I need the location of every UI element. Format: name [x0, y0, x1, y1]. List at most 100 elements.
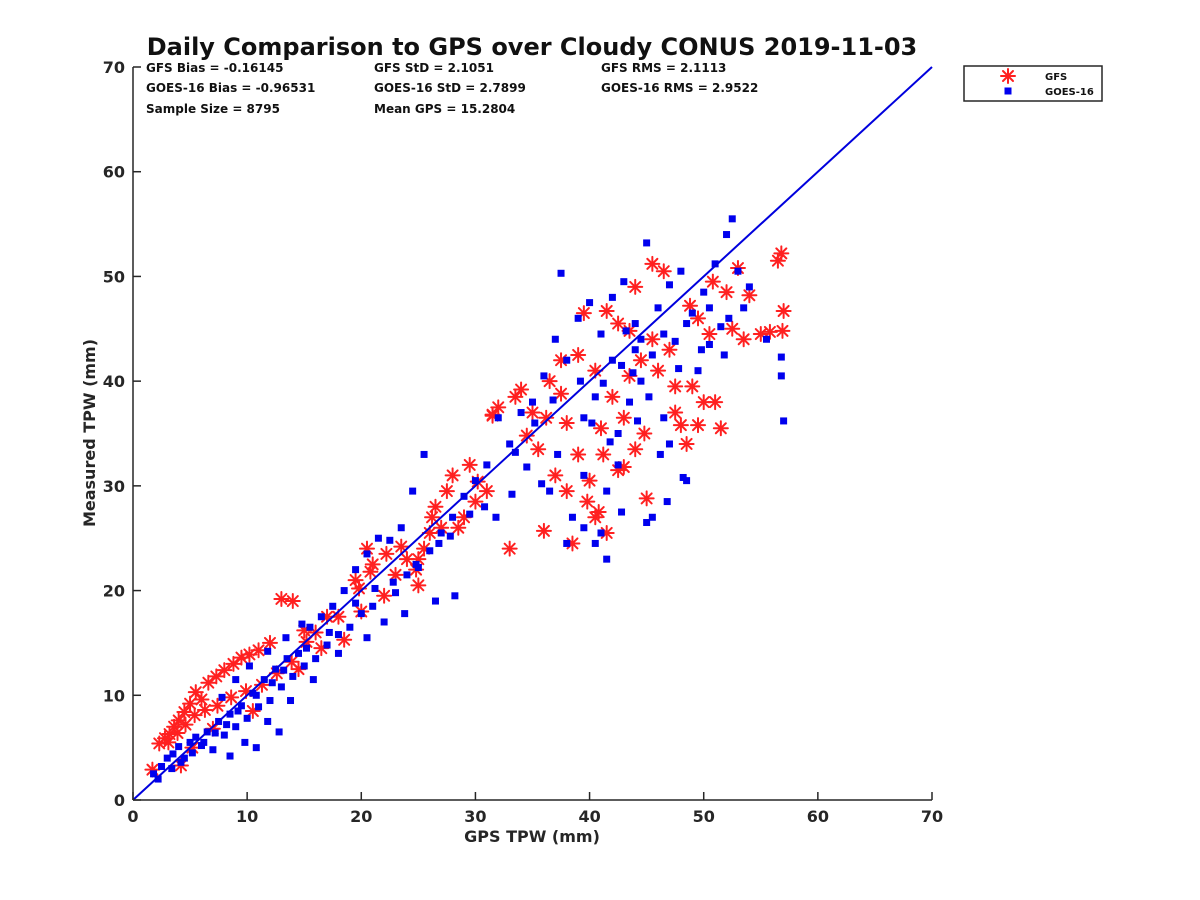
goes16-point — [352, 599, 360, 607]
gfs-point — [579, 493, 596, 510]
y-tick-label: 20 — [103, 582, 125, 601]
goes16-point — [614, 461, 622, 469]
goes16-point — [287, 697, 295, 705]
goes16-point — [392, 589, 400, 597]
goes16-point — [580, 414, 588, 422]
goes16-point — [591, 393, 599, 401]
goes16-point — [648, 513, 656, 521]
goes16-point — [546, 487, 554, 495]
y-axis-label: Measured TPW (mm) — [80, 339, 99, 527]
gfs-point — [636, 425, 653, 442]
goes16-point — [334, 649, 342, 657]
goes16-point — [389, 578, 397, 586]
goes16-point — [226, 752, 234, 760]
goes16-point — [599, 379, 607, 387]
goes16-point — [386, 536, 394, 544]
goes16-point — [494, 414, 502, 422]
goes16-point — [618, 361, 626, 369]
gfs-point — [684, 378, 701, 395]
gfs-point — [595, 446, 612, 463]
goes16-point — [675, 365, 683, 373]
gfs-point — [169, 724, 186, 741]
goes16-point — [588, 419, 596, 427]
goes16-point — [648, 351, 656, 359]
goes16-point — [363, 634, 371, 642]
goes16-point — [471, 477, 479, 485]
gfs-point — [378, 545, 395, 562]
legend-label: GOES-16 — [1045, 87, 1094, 98]
goes16-point — [700, 288, 708, 296]
goes16-point — [762, 335, 770, 343]
goes16-point — [683, 320, 691, 328]
goes16-point — [568, 513, 576, 521]
goes16-point — [252, 691, 260, 699]
goes16-point — [374, 534, 382, 542]
gfs-point — [223, 689, 240, 706]
goes16-point — [622, 327, 630, 335]
gfs-point — [627, 278, 644, 295]
gfs-point — [558, 415, 575, 432]
x-tick-label: 10 — [236, 807, 258, 826]
goes16-point — [302, 644, 310, 652]
goes16-point — [631, 346, 639, 354]
goes16-point — [323, 641, 331, 649]
goes16-point — [725, 314, 733, 322]
goes16-point — [688, 309, 696, 317]
goes16-point — [188, 749, 196, 757]
goes16-point — [531, 419, 539, 427]
gfs-point — [261, 634, 278, 651]
goes16-point — [282, 634, 290, 642]
y-tick-label: 30 — [103, 477, 125, 496]
x-tick-label: 40 — [578, 807, 600, 826]
goes16-point — [177, 758, 185, 766]
goes16-point — [586, 299, 594, 307]
gfs-point — [467, 493, 484, 510]
goes16-point — [234, 707, 242, 715]
gfs-point — [225, 655, 242, 672]
goes16-point — [492, 513, 500, 521]
x-tick-label: 20 — [350, 807, 372, 826]
goes16-point — [363, 550, 371, 558]
gfs-point — [530, 441, 547, 458]
gfs-point — [273, 590, 290, 607]
goes16-point — [606, 438, 614, 446]
stat-label: GOES-16 RMS = 2.9522 — [601, 81, 758, 95]
goes16-point — [620, 278, 628, 286]
goes16-point — [734, 267, 742, 275]
goes16-point — [317, 613, 325, 621]
y-tick-label: 10 — [103, 686, 125, 705]
goes16-point — [656, 450, 664, 458]
gfs-point — [667, 404, 684, 421]
goes16-point — [266, 697, 274, 705]
goes16-point — [403, 571, 411, 579]
legend-gfs-marker — [1000, 68, 1016, 84]
goes16-point — [309, 676, 317, 684]
goes16-point — [169, 750, 177, 758]
gfs-point — [209, 697, 226, 714]
goes16-point — [660, 330, 668, 338]
goes16-point — [580, 524, 588, 532]
goes16-point — [618, 508, 626, 516]
goes16-point — [306, 623, 314, 631]
gfs-point — [570, 346, 587, 363]
goes16-point — [352, 566, 360, 574]
gfs-point — [707, 394, 724, 411]
goes16-point — [449, 513, 457, 521]
goes16-point — [705, 340, 713, 348]
gfs-point — [704, 273, 721, 290]
gfs-point — [610, 315, 627, 332]
goes16-point — [243, 714, 251, 722]
gfs-point — [410, 577, 427, 594]
goes16-point — [280, 666, 288, 674]
legend-items: GFS GOES-16 — [1000, 68, 1094, 98]
goes16-point — [626, 398, 634, 406]
goes16-point — [631, 320, 639, 328]
gfs-point — [160, 734, 177, 751]
goes16-point — [679, 473, 687, 481]
goes16-point — [223, 721, 231, 729]
gfs-point — [284, 593, 301, 610]
gfs-point — [507, 388, 524, 405]
goes16-point — [329, 602, 337, 610]
gfs-point — [644, 255, 661, 272]
gfs-point — [444, 467, 461, 484]
